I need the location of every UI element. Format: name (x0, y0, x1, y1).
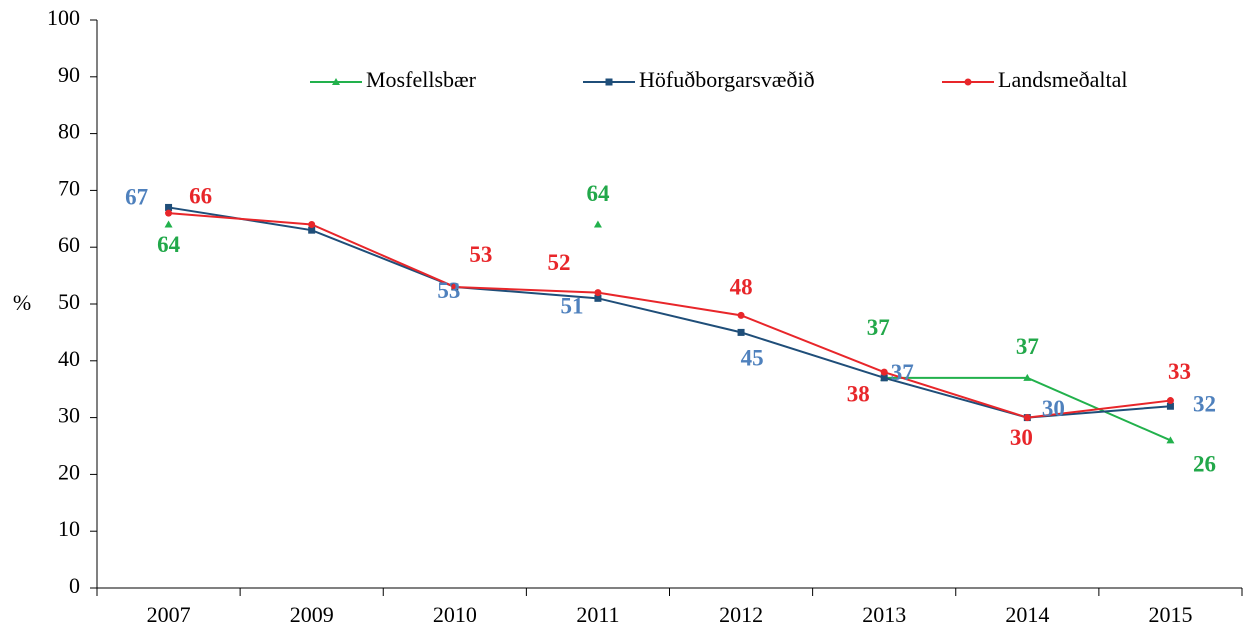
data-point (1166, 402, 1174, 410)
data-point (1023, 414, 1031, 422)
legend-marker (332, 78, 340, 85)
data-point (1023, 373, 1032, 381)
x-tick-label: 2012 (719, 602, 763, 627)
data-label: 33 (1168, 359, 1191, 384)
data-point (880, 368, 888, 376)
y-tick-label: 100 (47, 5, 80, 30)
y-tick-label: 80 (58, 119, 80, 144)
data-point (308, 220, 316, 228)
data-point (737, 328, 745, 336)
data-label: 51 (560, 294, 583, 319)
x-tick-label: 2011 (576, 602, 619, 627)
data-label: 37 (1016, 334, 1039, 359)
legend-marker (964, 78, 972, 86)
data-label: 67 (125, 185, 148, 210)
data-label: 64 (586, 181, 610, 206)
y-tick-label: 40 (58, 346, 80, 371)
data-label: 53 (437, 278, 460, 303)
x-tick-label: 2013 (862, 602, 906, 627)
legend-label: Landsmeðaltal (998, 67, 1128, 92)
x-tick-label: 2015 (1148, 602, 1192, 627)
data-label: 37 (867, 315, 890, 340)
legend-label: Höfuðborgarsvæðið (639, 67, 815, 92)
y-tick-label: 70 (58, 175, 80, 200)
data-point (165, 203, 173, 211)
data-label: 30 (1010, 425, 1033, 450)
x-tick-label: 2009 (290, 602, 334, 627)
series-line (168, 206, 1171, 419)
data-label: 48 (730, 275, 753, 300)
y-tick-label: 60 (58, 232, 80, 257)
series-line (168, 212, 1171, 419)
legend-label: Mosfellsbær (366, 67, 477, 92)
data-label: 64 (157, 232, 181, 257)
y-tick-label: 90 (58, 62, 80, 87)
data-label: 30 (1042, 396, 1065, 421)
y-tick-label: 30 (58, 403, 80, 428)
data-label: 52 (547, 250, 570, 275)
data-point (594, 289, 602, 297)
data-point (594, 294, 602, 302)
data-label: 26 (1193, 452, 1216, 477)
data-point (164, 220, 173, 228)
data-label: 45 (741, 346, 764, 371)
x-tick-label: 2014 (1005, 602, 1049, 627)
data-label: 53 (469, 242, 492, 267)
y-tick-label: 20 (58, 459, 80, 484)
y-tick-label: 10 (58, 516, 80, 541)
data-label: 32 (1193, 392, 1216, 417)
data-point (1166, 436, 1175, 444)
data-label: 66 (189, 183, 212, 208)
legend-marker (605, 78, 613, 86)
data-point (1166, 397, 1174, 405)
data-point (165, 209, 173, 217)
data-label: 38 (847, 381, 870, 406)
data-point (880, 374, 888, 382)
data-point (737, 311, 745, 319)
y-tick-label: 50 (58, 289, 80, 314)
data-point (308, 226, 316, 234)
y-axis-label: % (13, 290, 31, 315)
x-tick-label: 2007 (147, 602, 191, 627)
x-tick-label: 2010 (433, 602, 477, 627)
data-point (593, 220, 602, 228)
data-point (451, 283, 459, 291)
data-label: 37 (891, 360, 914, 385)
y-tick-label: 0 (69, 573, 80, 598)
